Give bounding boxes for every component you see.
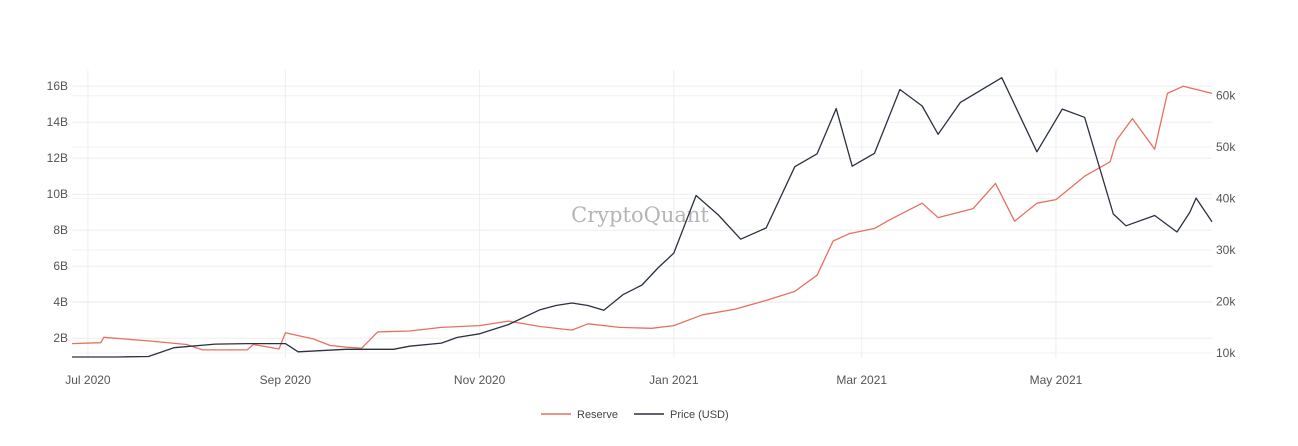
y-gridlines — [72, 85, 1212, 354]
right-tick-label: 30k — [1216, 243, 1236, 257]
left-tick-label: 16B — [47, 79, 68, 93]
right-tick-label: 20k — [1216, 294, 1236, 308]
left-tick-label: 4B — [53, 295, 68, 309]
left-tick-label: 10B — [47, 187, 68, 201]
right-tick-label: 60k — [1216, 89, 1236, 103]
x-tick-label: Jul 2020 — [65, 373, 111, 387]
left-tick-label: 12B — [47, 151, 68, 165]
right-tick-label: 40k — [1216, 192, 1236, 206]
legend-label: Reserve — [577, 409, 618, 421]
x-tick-label: Nov 2020 — [454, 373, 506, 387]
series-line-0 — [71, 85, 1213, 351]
left-tick-label: 2B — [53, 331, 68, 345]
series-layer — [71, 77, 1213, 358]
legend-label: Price (USD) — [670, 409, 729, 421]
right-tick-label: 10k — [1216, 346, 1236, 360]
legend: Reserve Price (USD) — [541, 409, 729, 421]
right-tick-label: 50k — [1216, 140, 1236, 154]
left-tick-label: 14B — [47, 115, 68, 129]
x-axis-ticks: Jul 2020 Sep 2020 Nov 2020 Jan 2021 Mar 2021… — [65, 373, 1082, 387]
left-tick-label: 6B — [53, 259, 68, 273]
left-axis-ticks: 2B 4B 6B 8B 10B 12B 14B 16B — [47, 79, 68, 345]
x-tick-label: May 2021 — [1030, 373, 1083, 387]
x-gridlines — [87, 70, 1057, 358]
watermark: CryptoQuant — [571, 203, 709, 227]
x-tick-label: Sep 2020 — [260, 373, 312, 387]
x-tick-label: Jan 2021 — [649, 373, 699, 387]
x-tick-label: Mar 2021 — [836, 373, 887, 387]
left-tick-label: 8B — [53, 223, 68, 237]
series-line-1 — [72, 77, 1213, 358]
right-axis-ticks: 10k 20k 30k 40k 50k 60k — [1216, 89, 1236, 360]
